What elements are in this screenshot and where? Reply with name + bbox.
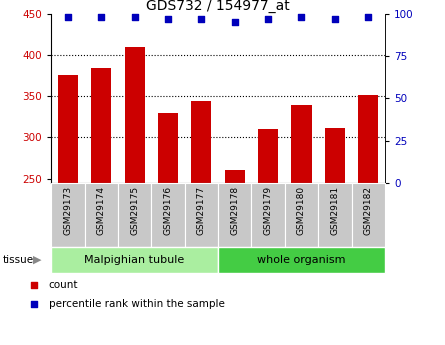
Point — [198, 16, 205, 22]
Bar — [151, 183, 185, 247]
Bar — [285, 183, 318, 247]
Text: whole organism: whole organism — [257, 255, 346, 265]
Text: GSM29177: GSM29177 — [197, 186, 206, 235]
Text: tissue: tissue — [2, 255, 33, 265]
Text: GSM29174: GSM29174 — [97, 186, 106, 235]
Bar — [218, 247, 385, 273]
Point — [265, 16, 272, 22]
Bar — [118, 183, 151, 247]
Point — [298, 14, 305, 20]
Bar — [251, 183, 285, 247]
Text: GSM29181: GSM29181 — [330, 186, 340, 235]
Point — [368, 55, 375, 61]
Title: GDS732 / 154977_at: GDS732 / 154977_at — [146, 0, 290, 13]
Text: count: count — [49, 280, 78, 289]
Bar — [58, 75, 78, 345]
Point — [365, 14, 372, 20]
Text: percentile rank within the sample: percentile rank within the sample — [49, 299, 224, 308]
Text: ▶: ▶ — [33, 255, 42, 265]
Text: GSM29175: GSM29175 — [130, 186, 139, 235]
Point — [165, 16, 172, 22]
Point — [332, 16, 339, 22]
Text: GSM29179: GSM29179 — [263, 186, 273, 235]
Bar — [318, 183, 352, 247]
Point — [131, 14, 138, 20]
Text: GSM29178: GSM29178 — [230, 186, 239, 235]
Text: GSM29173: GSM29173 — [63, 186, 73, 235]
Bar — [358, 96, 378, 345]
Bar — [258, 129, 278, 345]
Bar — [158, 113, 178, 345]
Bar — [91, 68, 111, 345]
Point — [98, 14, 105, 20]
Text: GSM29180: GSM29180 — [297, 186, 306, 235]
Bar — [185, 183, 218, 247]
Bar — [218, 183, 251, 247]
Text: Malpighian tubule: Malpighian tubule — [85, 255, 185, 265]
Text: GSM29182: GSM29182 — [364, 186, 373, 235]
Bar — [191, 101, 211, 345]
Bar — [51, 247, 218, 273]
Text: GSM29176: GSM29176 — [163, 186, 173, 235]
Bar — [352, 183, 385, 247]
Bar — [85, 183, 118, 247]
Bar — [291, 105, 312, 345]
Bar — [225, 170, 245, 345]
Bar — [125, 47, 145, 345]
Point — [368, 228, 375, 233]
Bar — [51, 183, 85, 247]
Point — [231, 19, 239, 25]
Bar — [325, 128, 345, 345]
Point — [65, 14, 72, 20]
